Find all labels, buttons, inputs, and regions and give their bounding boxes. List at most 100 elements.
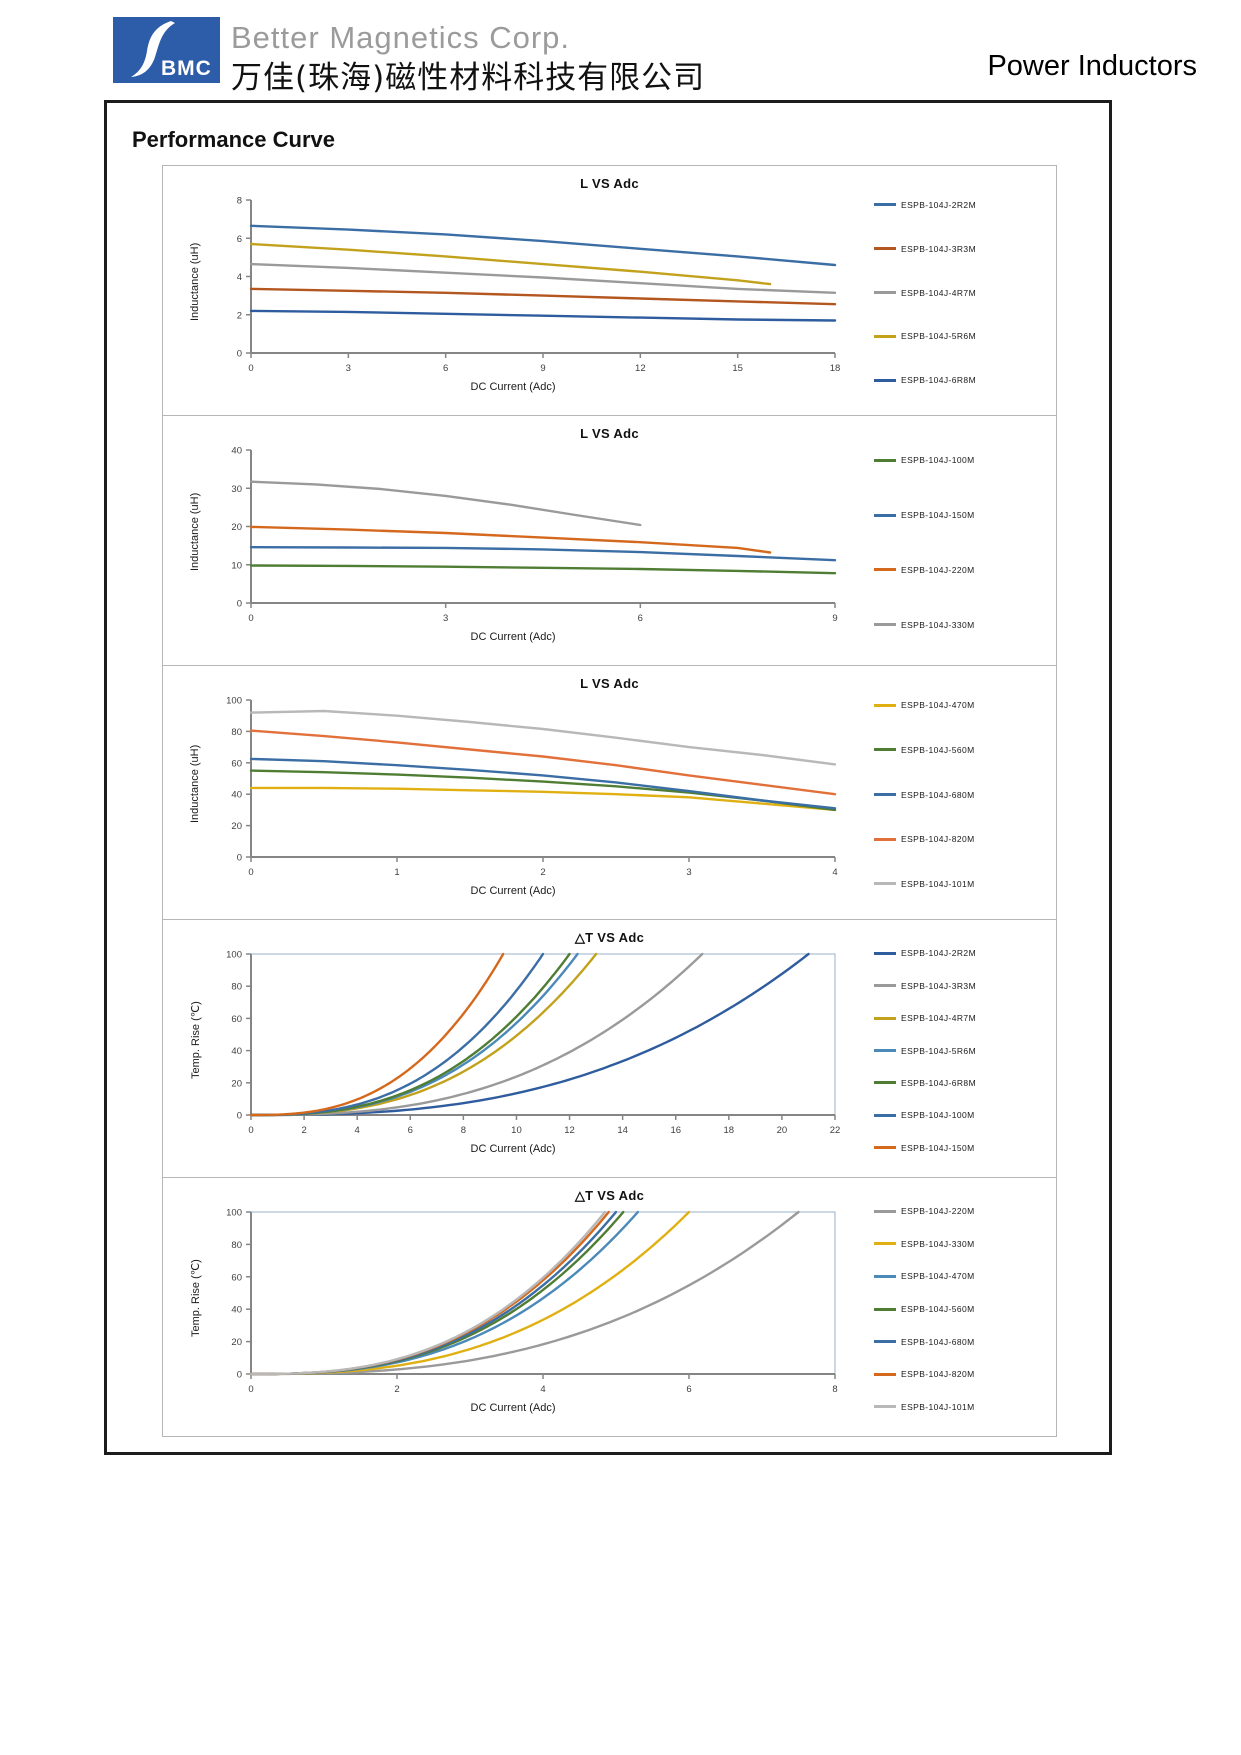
legend-item[interactable]: ESPB-104J-6R8M — [874, 1078, 976, 1088]
legend-item[interactable]: ESPB-104J-2R2M — [874, 948, 976, 958]
series-line — [249, 309, 837, 322]
svg-text:18: 18 — [830, 363, 841, 374]
svg-text:3: 3 — [686, 867, 691, 878]
y-axis-title: Inductance (uH) — [189, 492, 201, 571]
legend-color-swatch — [874, 378, 896, 382]
svg-text:40: 40 — [231, 1046, 242, 1057]
legend-item[interactable]: ESPB-104J-150M — [874, 1143, 975, 1153]
series-line — [249, 786, 837, 812]
chart-canvas: 0 2 4 6 8 0 3 6 9 12 15 18 — [237, 196, 841, 375]
series-line — [249, 952, 598, 1117]
svg-text:60: 60 — [231, 758, 242, 769]
svg-text:40: 40 — [231, 790, 242, 801]
chart-canvas: 0 10 20 30 40 0 3 6 9 — [231, 446, 837, 625]
legend-color-swatch — [874, 1307, 896, 1311]
svg-text:4: 4 — [832, 867, 837, 878]
legend-item[interactable]: ESPB-104J-100M — [874, 1110, 975, 1120]
legend-item[interactable]: ESPB-104J-470M — [874, 700, 975, 710]
chart-title: L VS Adc — [580, 426, 639, 441]
legend-item[interactable]: ESPB-104J-101M — [874, 1402, 975, 1412]
series-line — [249, 242, 772, 286]
legend-label: ESPB-104J-100M — [901, 455, 975, 466]
chart-title: △T VS Adc — [574, 930, 645, 945]
legend-color-swatch — [874, 513, 896, 517]
chart-legend: ESPB-104J-220M ESPB-104J-330M ESPB-104J-47… — [866, 1178, 1054, 1436]
svg-text:20: 20 — [231, 522, 242, 533]
svg-text:0: 0 — [248, 867, 253, 878]
legend-item[interactable]: ESPB-104J-100M — [874, 455, 975, 465]
legend-item[interactable]: ESPB-104J-220M — [874, 565, 975, 575]
series-line — [249, 709, 837, 766]
legend-label: ESPB-104J-4R7M — [901, 287, 977, 298]
series-line — [249, 564, 837, 575]
y-axis-title: Temp. Rise (℃) — [190, 1259, 202, 1337]
legend-item[interactable]: ESPB-104J-3R3M — [874, 981, 976, 991]
legend-color-swatch — [874, 1081, 896, 1085]
svg-text:1: 1 — [394, 867, 399, 878]
series-line — [249, 224, 837, 267]
chart-legend: ESPB-104J-100M ESPB-104J-150M ESPB-104J-22… — [866, 416, 1054, 665]
legend-item[interactable]: ESPB-104J-220M — [874, 1206, 975, 1216]
chart-canvas: 0 20 40 60 80 100 0 1 2 3 4 — [226, 696, 838, 879]
legend-label: ESPB-104J-6R8M — [901, 1077, 977, 1088]
legend-item[interactable]: ESPB-104J-330M — [874, 1239, 975, 1249]
legend-label: ESPB-104J-3R3M — [901, 980, 977, 991]
legend-item[interactable]: ESPB-104J-4R7M — [874, 1013, 976, 1023]
svg-text:12: 12 — [564, 1125, 575, 1136]
legend-item[interactable]: ESPB-104J-5R6M — [874, 331, 976, 341]
y-axis-title: Temp. Rise (℃) — [190, 1000, 202, 1079]
legend-item[interactable]: ESPB-104J-560M — [874, 1304, 975, 1314]
legend-item[interactable]: ESPB-104J-3R3M — [874, 244, 976, 254]
legend-item[interactable]: ESPB-104J-820M — [874, 834, 975, 844]
series-line — [249, 952, 704, 1117]
svg-text:0: 0 — [248, 1384, 253, 1395]
svg-text:15: 15 — [732, 363, 743, 374]
chart-title: L VS Adc — [580, 676, 639, 691]
legend-color-swatch — [874, 951, 896, 955]
bmc-logo: BMC — [113, 17, 220, 83]
legend-label: ESPB-104J-680M — [901, 1336, 975, 1347]
brand-name-en: Better Magnetics Corp. — [231, 20, 571, 55]
svg-text:0: 0 — [237, 1111, 242, 1122]
chart-block-3: L VS Adc 0 20 40 60 80 100 0 1 2 3 4 DC Current (Adc… — [163, 666, 1056, 920]
legend-item[interactable]: ESPB-104J-150M — [874, 510, 975, 520]
legend-label: ESPB-104J-560M — [901, 1304, 975, 1314]
legend-item[interactable]: ESPB-104J-2R2M — [874, 200, 976, 210]
series-line — [249, 1210, 607, 1376]
section-title: Performance Curve — [132, 127, 335, 152]
legend-color-swatch — [874, 1242, 896, 1246]
legend-color-swatch — [874, 1274, 896, 1278]
legend-label: ESPB-104J-150M — [901, 1142, 975, 1153]
svg-text:6: 6 — [408, 1125, 413, 1136]
legend-label: ESPB-104J-101M — [901, 878, 975, 889]
x-axis-title: DC Current (Adc) — [470, 631, 556, 643]
legend-item[interactable]: ESPB-104J-680M — [874, 1337, 975, 1347]
legend-item[interactable]: ESPB-104J-470M — [874, 1271, 975, 1281]
legend-label: ESPB-104J-560M — [901, 744, 975, 755]
legend-item[interactable]: ESPB-104J-6R8M — [874, 375, 976, 385]
legend-item[interactable]: ESPB-104J-101M — [874, 879, 975, 889]
legend-item[interactable]: ESPB-104J-4R7M — [874, 288, 976, 298]
x-axis-title: DC Current (Adc) — [470, 381, 556, 393]
svg-text:10: 10 — [511, 1125, 522, 1136]
legend-label: ESPB-104J-220M — [901, 564, 975, 575]
legend-item[interactable]: ESPB-104J-820M — [874, 1369, 975, 1379]
page-title: Power Inductors — [987, 50, 1197, 82]
svg-text:0: 0 — [237, 599, 242, 610]
legend-item[interactable]: ESPB-104J-680M — [874, 790, 975, 800]
plot-area: 0 20 40 60 80 100 0 2 4 6 8 10 12 14 16 18 20 22 DC Curren… — [163, 920, 863, 1177]
y-axis-title: Inductance (uH) — [189, 242, 201, 321]
legend-color-swatch — [874, 568, 896, 572]
legend-color-swatch — [874, 247, 896, 251]
svg-text:4: 4 — [237, 272, 242, 283]
legend-color-swatch — [874, 334, 896, 338]
chart-block-2: L VS Adc 0 10 20 30 40 0 3 6 9 DC Current (Adc) Ind… — [163, 416, 1056, 666]
legend-item[interactable]: ESPB-104J-560M — [874, 745, 975, 755]
legend-item[interactable]: ESPB-104J-5R6M — [874, 1046, 976, 1056]
legend-item[interactable]: ESPB-104J-330M — [874, 620, 975, 630]
legend-color-swatch — [874, 291, 896, 294]
legend-label: ESPB-104J-2R2M — [901, 199, 977, 210]
svg-text:18: 18 — [724, 1125, 735, 1136]
legend-color-swatch — [874, 203, 896, 207]
svg-text:4: 4 — [355, 1125, 360, 1136]
